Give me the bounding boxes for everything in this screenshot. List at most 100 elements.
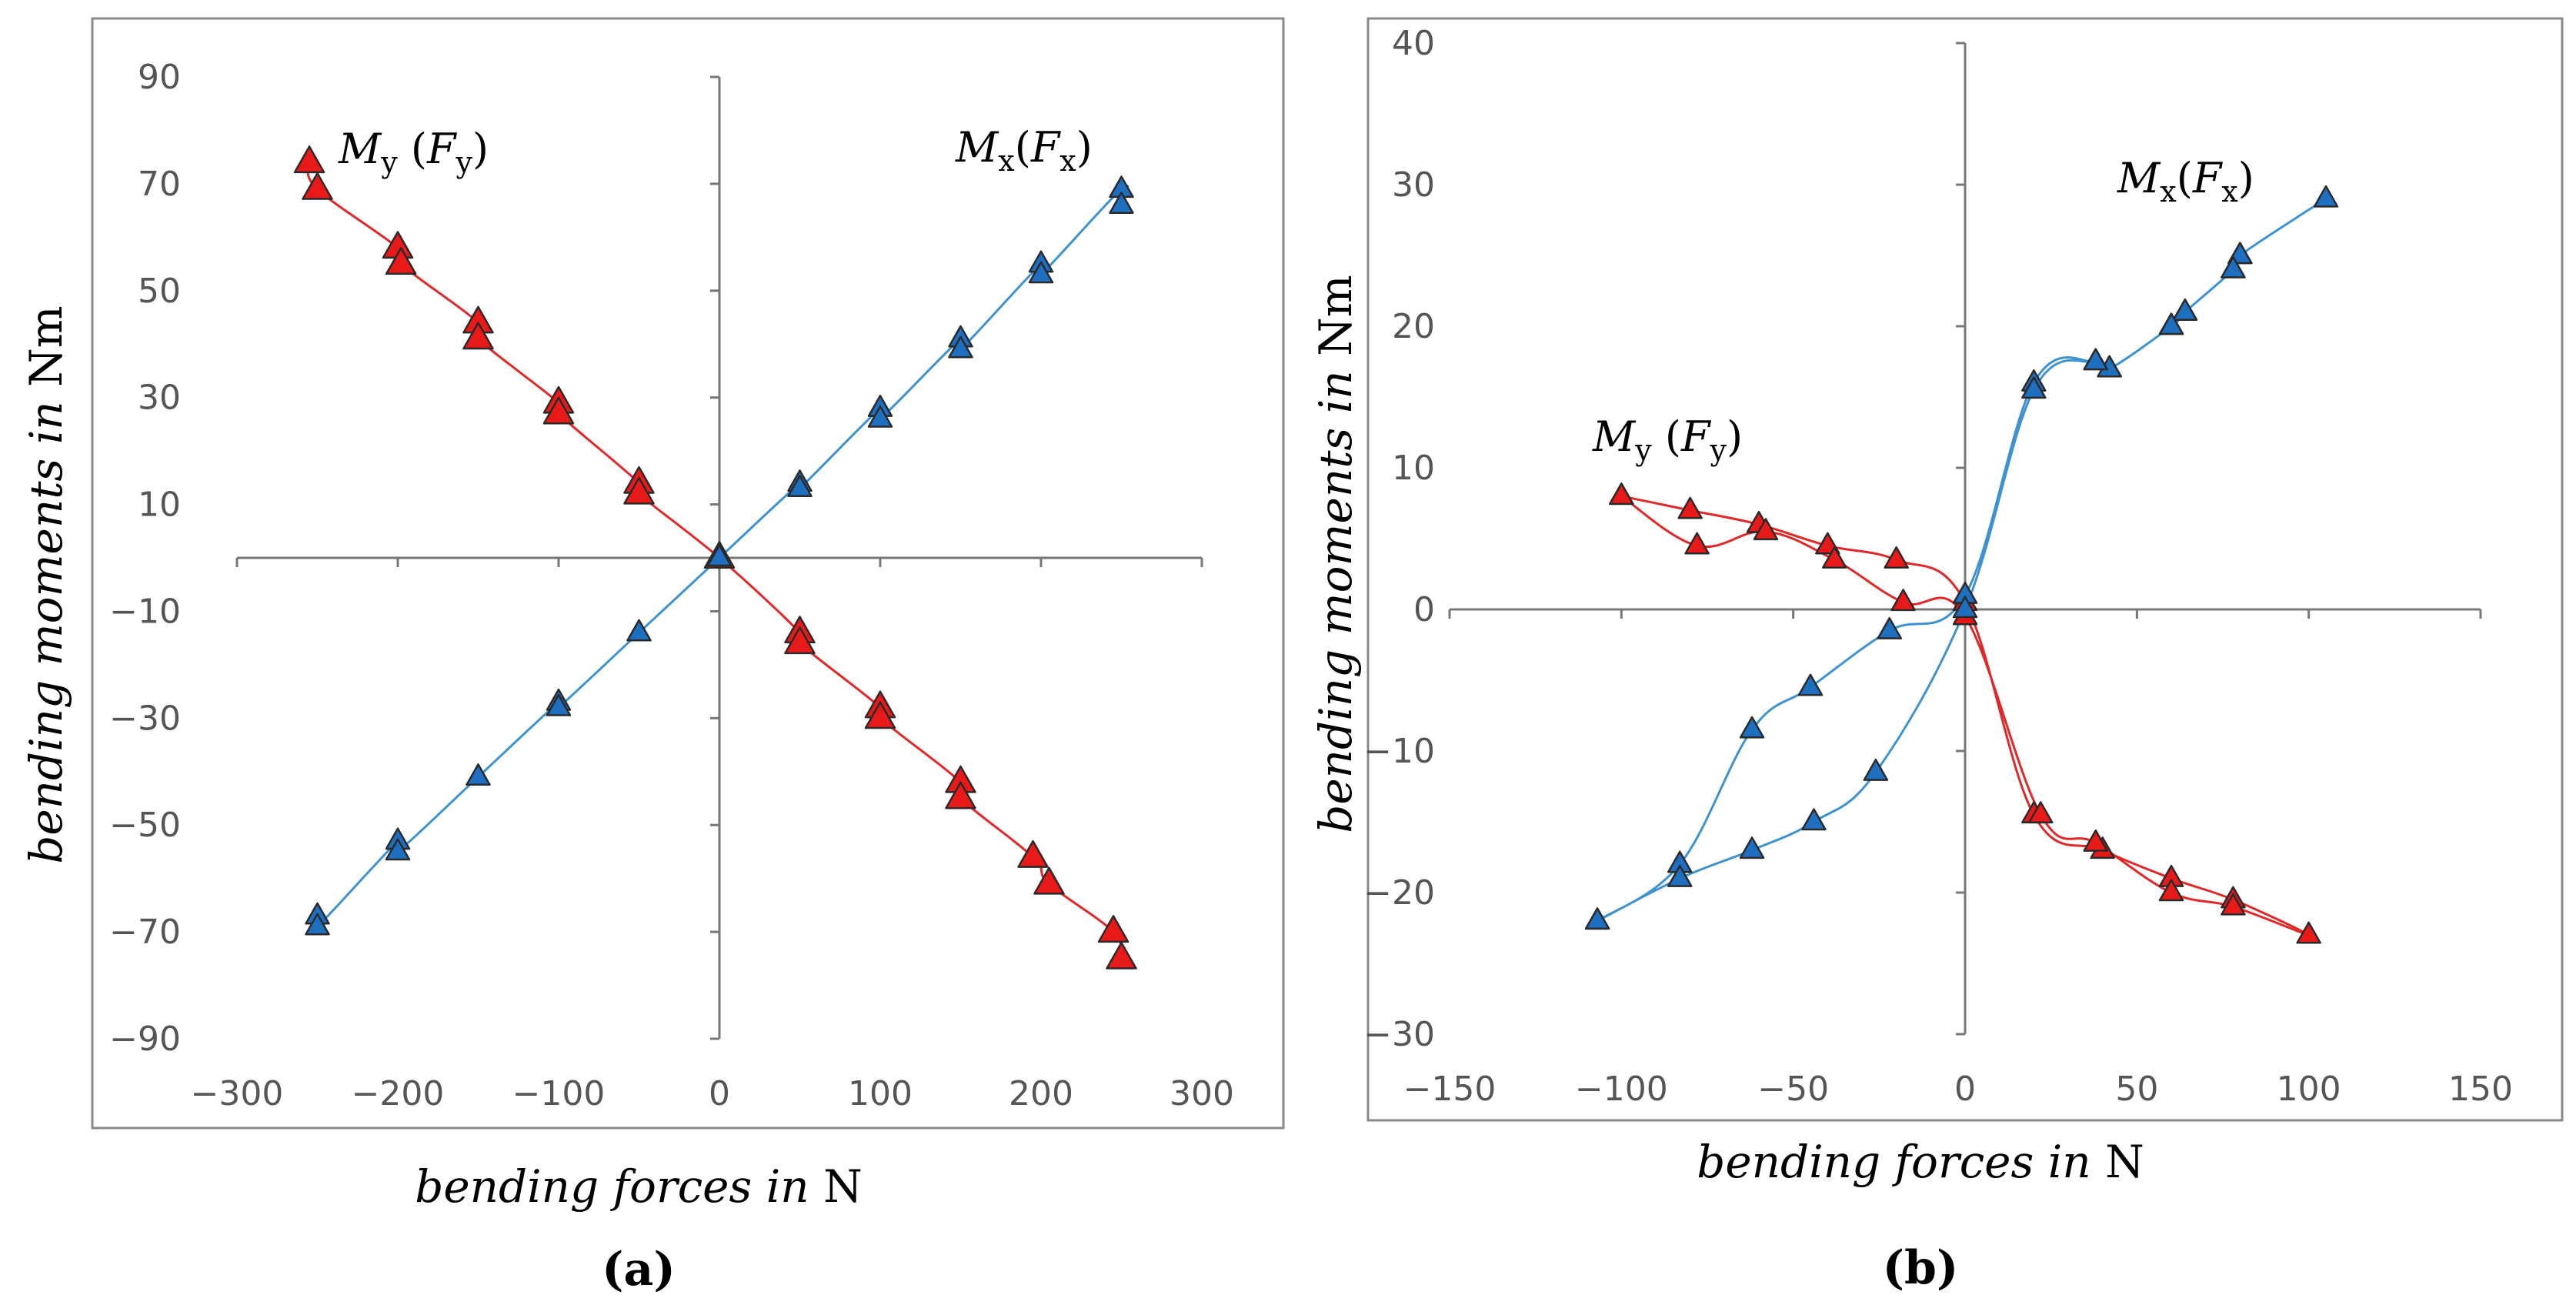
panel-a-caption: (a): [602, 1243, 676, 1297]
data-point-red: [1106, 941, 1137, 970]
data-point-blue: [2313, 185, 2339, 208]
data-point-blue: [1109, 192, 1134, 214]
data-point-blue: [546, 693, 572, 716]
y-tick-label: −70: [109, 913, 181, 952]
panel-a-y-axis-title: bending moments in Nm: [20, 305, 72, 864]
data-point-blue: [1863, 758, 1889, 781]
data-point-red: [1890, 589, 1916, 612]
x-tick-label: −50: [1757, 1070, 1829, 1109]
x-tick-label: 50: [2115, 1070, 2158, 1109]
y-tick-label: 30: [1392, 165, 1435, 205]
data-point-blue: [1801, 808, 1827, 831]
data-point-red: [1677, 496, 1703, 519]
panel-a-markers: [293, 145, 1137, 970]
data-point-red: [1884, 546, 1909, 569]
panel-a-series-label-mx: Mx(Fx): [955, 123, 1093, 178]
y-tick-label: −20: [1363, 873, 1435, 913]
panel-a-frame: [91, 17, 1285, 1130]
y-tick-label: 0: [1413, 590, 1435, 629]
data-point-red: [1017, 839, 1049, 868]
x-tick-label: 150: [2448, 1070, 2513, 1109]
y-tick-label: 30: [138, 379, 181, 418]
data-point-blue: [2021, 376, 2047, 399]
y-tick-label: 20: [1392, 307, 1435, 346]
x-tick-label: 300: [1170, 1074, 1234, 1113]
y-tick-label: 10: [138, 486, 181, 525]
y-tick-label: −50: [109, 806, 181, 845]
x-tick-label: −200: [352, 1074, 445, 1113]
data-point-red: [1684, 532, 1710, 555]
panel-b-y-axis-title: bending moments in Nm: [1310, 275, 1362, 833]
data-point-blue: [2083, 348, 2108, 371]
data-point-blue: [465, 763, 491, 786]
data-point-red: [302, 172, 333, 200]
data-point-red: [864, 701, 896, 729]
data-point-blue: [1739, 716, 1765, 739]
x-tick-label: −150: [1403, 1070, 1497, 1109]
y-tick-label: −10: [1363, 732, 1435, 771]
x-tick-label: 200: [1009, 1074, 1073, 1113]
y-tick-label: 90: [138, 58, 181, 97]
y-tick-label: −10: [109, 592, 181, 631]
x-tick-label: 0: [709, 1074, 730, 1113]
data-point-blue: [2158, 312, 2184, 335]
data-point-blue: [1028, 261, 1054, 284]
panel-b-x-axis-title: bending forces in N: [1697, 1136, 2144, 1188]
data-point-red: [2221, 893, 2246, 916]
y-tick-label: 40: [1392, 24, 1435, 63]
data-point-blue: [867, 405, 893, 428]
data-point-red: [1609, 482, 1634, 506]
panel-b-series-label-mx: Mx(Fx): [2117, 154, 2254, 209]
panel-a-x-axis-title: bending forces in N: [415, 1160, 863, 1213]
data-point-red: [2158, 879, 2184, 902]
data-point-blue: [1797, 673, 1824, 696]
data-point-red: [462, 322, 494, 350]
y-tick-label: −30: [109, 699, 181, 738]
panel-a-series-label-my: My (Fy): [338, 125, 489, 179]
y-tick-label: −30: [1363, 1015, 1435, 1054]
x-tick-label: 0: [1954, 1070, 1976, 1109]
data-point-red: [2083, 829, 2108, 852]
x-tick-label: 100: [2277, 1070, 2341, 1109]
data-point-red: [2296, 921, 2321, 944]
data-point-blue: [2172, 298, 2198, 321]
panel-b-markers: [1584, 185, 2339, 944]
data-point-blue: [1739, 836, 1765, 859]
data-point-red: [623, 476, 655, 505]
data-point-red: [1753, 518, 1779, 541]
y-tick-label: −90: [109, 1020, 181, 1059]
data-point-red: [542, 396, 575, 425]
panel-a-chart: −300 −200 −100 0 100 200 300 −90 −70 −50 −30 −10 10 3…: [20, 17, 1285, 1297]
y-tick-label: 10: [1392, 449, 1435, 488]
data-point-blue: [706, 544, 732, 567]
data-point-red: [385, 247, 417, 275]
data-point-red: [293, 145, 325, 174]
panel-b-caption: (b): [1883, 1241, 1959, 1295]
data-point-red: [1033, 866, 1065, 895]
y-tick-label: 50: [138, 272, 181, 311]
data-point-blue: [1667, 864, 1693, 887]
data-point-red: [945, 781, 976, 809]
data-point-red: [2028, 801, 2054, 824]
data-point-red: [1822, 546, 1847, 569]
panel-a-tick-labels: −300 −200 −100 0 100 200 300 −90 −70 −50 −30 −10 10 3…: [109, 58, 1234, 1113]
x-tick-label: −100: [512, 1074, 606, 1113]
x-tick-label: −300: [191, 1074, 284, 1113]
data-point-blue: [1584, 907, 1610, 930]
data-point-blue: [1877, 616, 1902, 639]
x-tick-label: −100: [1575, 1070, 1668, 1109]
data-point-blue: [948, 335, 973, 359]
data-point-blue: [305, 913, 330, 936]
data-point-blue: [2221, 255, 2246, 279]
data-point-blue: [385, 838, 411, 861]
y-tick-label: 70: [138, 165, 181, 204]
panel-b-series-label-my: My (Fy): [1592, 412, 1743, 467]
data-point-blue: [787, 475, 813, 498]
data-point-blue: [1952, 596, 1978, 619]
data-point-red: [784, 626, 816, 655]
data-point-blue: [626, 619, 652, 642]
x-tick-label: 100: [848, 1074, 913, 1113]
